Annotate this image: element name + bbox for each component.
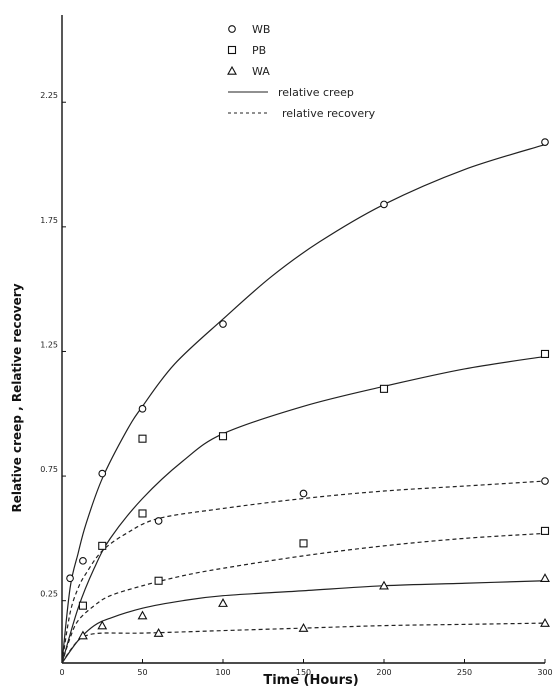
legend: WB PB WA relative creep relative recovery <box>227 23 376 120</box>
legend-label: WA <box>252 65 270 78</box>
recovery-curve <box>61 622 546 664</box>
y-tick-label: 2.25 <box>40 91 58 100</box>
y-tick-label: 0.75 <box>40 465 58 474</box>
pb-recovery-point <box>138 509 147 518</box>
x-tick-label: 300 <box>537 668 552 677</box>
pb-creep-point <box>138 434 147 443</box>
wa-recovery-point <box>77 630 88 640</box>
pb-creep-point <box>98 541 107 550</box>
legend-label: relative creep <box>278 86 354 99</box>
pb-recovery-point <box>299 539 308 548</box>
wb-creep-point <box>541 138 549 146</box>
pb-creep-point <box>540 349 550 359</box>
wb-recovery-point <box>541 477 549 485</box>
wa-creep-point <box>379 580 389 590</box>
wb-creep-point <box>79 556 87 565</box>
recovery-curve <box>61 532 546 664</box>
legend-label: WB <box>252 23 270 36</box>
x-tick-label: 150 <box>296 668 311 677</box>
wa-recovery-point <box>540 617 550 627</box>
wb-creep-point <box>380 200 388 209</box>
legend-marker-wa <box>227 65 237 75</box>
axes: 0 50 100 150 200 250 300 0.25 0.75 1.25 1.75 2.25 <box>40 15 553 677</box>
x-tick-label: 0 <box>59 668 64 677</box>
wa-recovery-point <box>298 622 309 632</box>
pb-recovery-point <box>540 526 550 535</box>
legend-marker-pb <box>227 45 237 55</box>
wa-creep-point <box>218 598 228 607</box>
wa-recovery-point <box>97 620 108 630</box>
y-tick-label: 1.25 <box>40 340 58 349</box>
wb-creep-point <box>98 469 107 478</box>
wb-creep-point <box>219 320 227 328</box>
legend-label: PB <box>252 44 266 57</box>
x-tick-label: 200 <box>376 668 391 677</box>
y-tick-label: 0.25 <box>40 590 58 599</box>
wb-recovery-point <box>299 489 308 498</box>
creep-curve <box>61 355 546 664</box>
data-points <box>66 138 550 640</box>
wa-recovery-point <box>153 627 164 637</box>
pb-recovery-point <box>154 576 163 585</box>
y-tick-label: 1.75 <box>40 216 58 225</box>
curves <box>61 144 546 664</box>
wb-creep-point <box>66 574 74 583</box>
creep-curve <box>61 580 546 664</box>
x-axis-label: Time (Hours) <box>263 673 358 688</box>
creep-curve <box>61 144 546 664</box>
wa-creep-point <box>137 610 148 620</box>
pb-creep-point <box>78 601 87 610</box>
pb-creep-point <box>379 384 389 393</box>
recovery-curve <box>61 480 546 664</box>
x-tick-label: 250 <box>457 668 472 677</box>
x-tick-label: 50 <box>137 668 147 677</box>
wb-recovery-point <box>154 517 163 525</box>
x-tick-label: 100 <box>215 668 230 677</box>
wa-creep-point <box>540 573 550 583</box>
y-axis-label: Relative creep , Relative recovery <box>10 283 24 512</box>
pb-creep-point <box>218 432 228 441</box>
legend-label: relative recovery <box>282 107 376 120</box>
legend-marker-wb <box>228 25 236 33</box>
wb-creep-point <box>138 404 147 413</box>
